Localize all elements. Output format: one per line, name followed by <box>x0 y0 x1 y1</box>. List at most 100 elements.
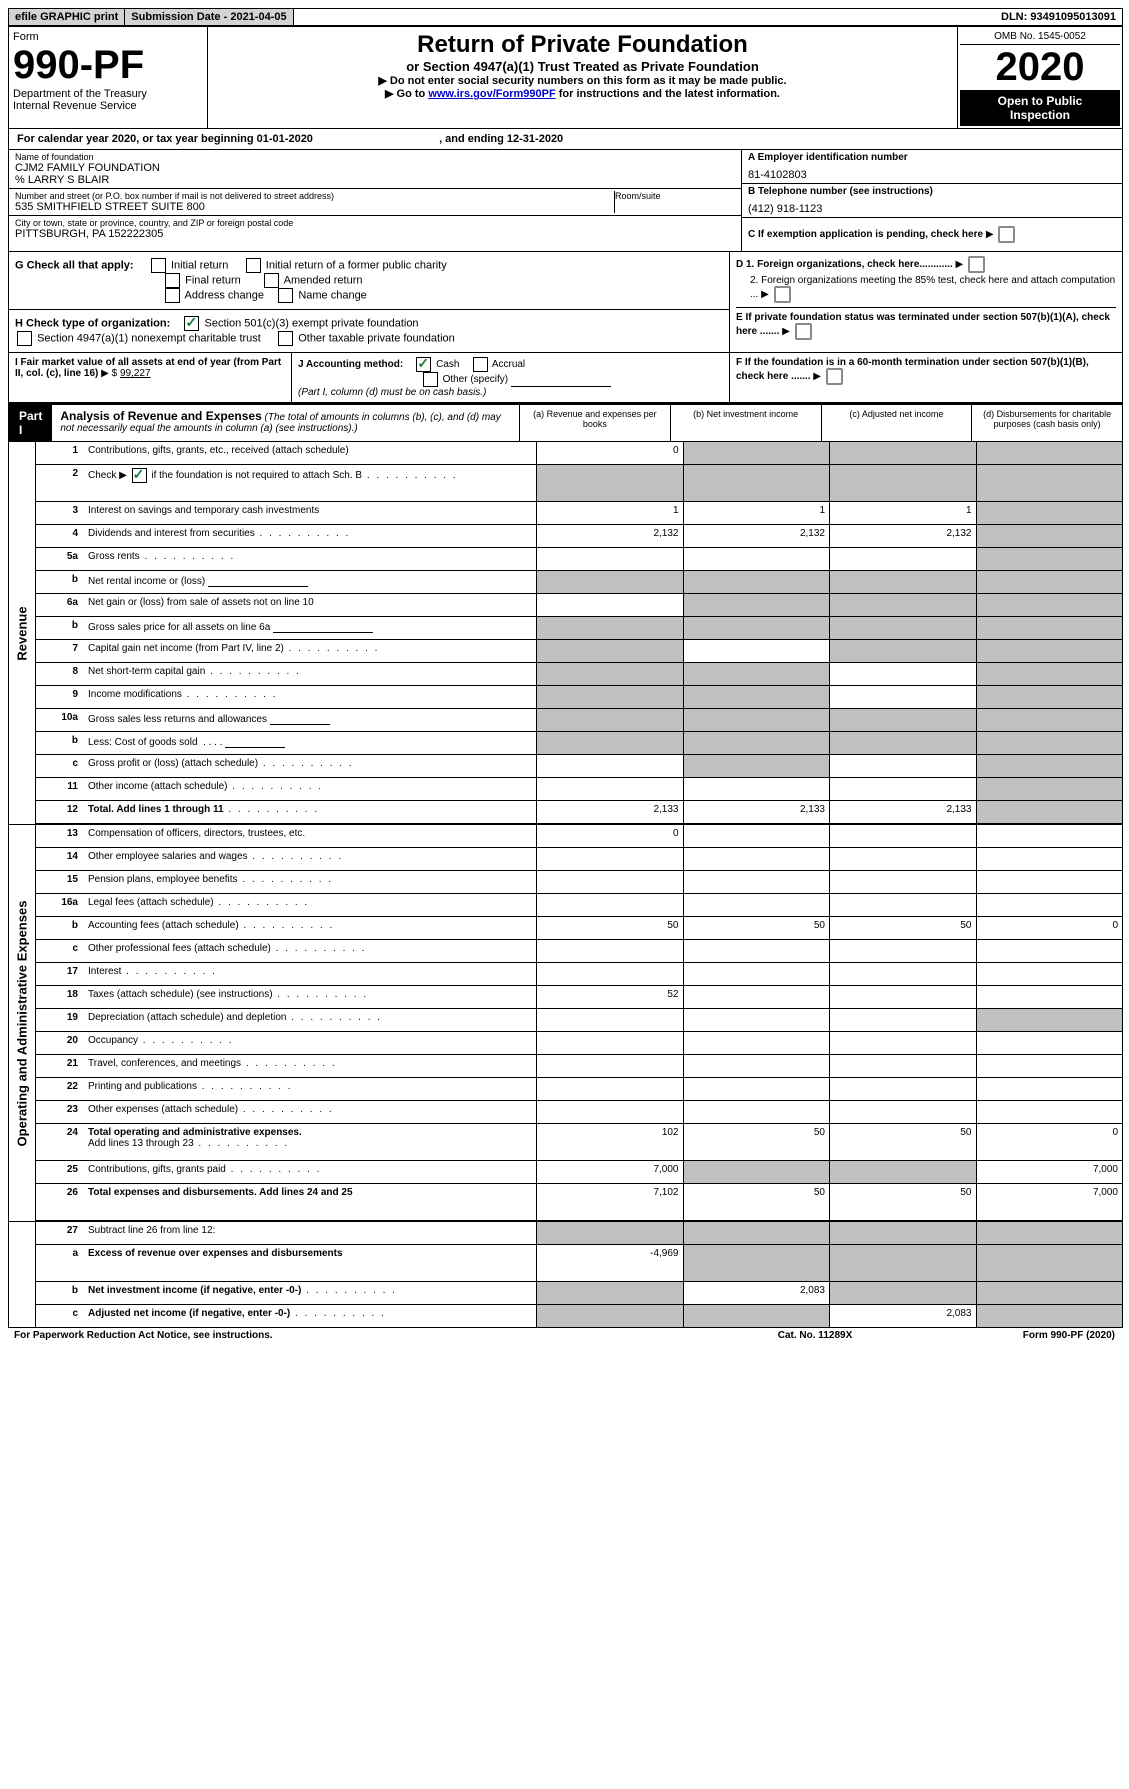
r18-d <box>976 986 1123 1008</box>
h-opt1: Section 501(c)(3) exempt private foundat… <box>205 317 419 329</box>
accrual-checkbox[interactable] <box>473 357 488 372</box>
r6b-d <box>976 617 1123 639</box>
arrow-icon <box>986 229 994 240</box>
r6a-num: 6a <box>36 594 84 616</box>
r12-b: 2,133 <box>683 801 830 823</box>
r1-c <box>829 442 976 464</box>
main-title: Return of Private Foundation <box>216 31 949 59</box>
amended-return-checkbox[interactable] <box>264 273 279 288</box>
final-return-checkbox[interactable] <box>165 273 180 288</box>
r20-text: Occupancy <box>88 1035 138 1046</box>
other-specify-line <box>511 374 611 387</box>
r4-c: 2,132 <box>829 525 976 547</box>
r25-c <box>829 1161 976 1183</box>
501c3-checkbox[interactable] <box>184 316 199 331</box>
r8-c <box>829 663 976 685</box>
dept-1: Department of the Treasury <box>13 88 203 100</box>
r2-d <box>976 465 1123 501</box>
r5a-text: Gross rents <box>88 551 140 562</box>
g-section: G Check all that apply: Initial return I… <box>9 252 729 310</box>
other-method-checkbox[interactable] <box>423 372 438 387</box>
entity-right: A Employer identification number 81-4102… <box>741 150 1122 251</box>
r1-d <box>976 442 1123 464</box>
row-13: 13 Compensation of officers, directors, … <box>36 825 1122 848</box>
cal-mid: , and ending <box>439 133 507 145</box>
dots <box>273 989 369 1000</box>
initial-return-checkbox[interactable] <box>151 258 166 273</box>
r22-b <box>683 1078 830 1100</box>
r3-num: 3 <box>36 502 84 524</box>
name-change-checkbox[interactable] <box>278 288 293 303</box>
r24-a: 102 <box>536 1124 683 1160</box>
row-12: 12 Total. Add lines 1 through 11 2,133 2… <box>36 801 1122 824</box>
row-6b: b Gross sales price for all assets on li… <box>36 617 1122 640</box>
r5a-num: 5a <box>36 548 84 570</box>
expenses-rows: 13 Compensation of officers, directors, … <box>36 825 1122 1221</box>
page-footer: For Paperwork Reduction Act Notice, see … <box>8 1328 1121 1343</box>
r10a-num: 10a <box>36 709 84 731</box>
address-change-checkbox[interactable] <box>165 288 180 303</box>
r21-d <box>976 1055 1123 1077</box>
instructions-link[interactable]: www.irs.gov/Form990PF <box>428 88 555 100</box>
r13-a: 0 <box>536 825 683 847</box>
dots <box>228 781 324 792</box>
r23-desc: Other expenses (attach schedule) <box>84 1101 536 1123</box>
r8-num: 8 <box>36 663 84 685</box>
d2-label: 2. Foreign organizations meeting the 85%… <box>750 275 1115 300</box>
submission-value: 2021-04-05 <box>230 11 286 23</box>
r22-num: 22 <box>36 1078 84 1100</box>
efile-print-button[interactable]: efile GRAPHIC print <box>9 9 125 25</box>
dots <box>226 1164 322 1175</box>
r2-desc: Check ▶ if the foundation is not require… <box>84 465 536 501</box>
r10b-c <box>829 732 976 754</box>
r21-a <box>536 1055 683 1077</box>
r1-a: 0 <box>536 442 683 464</box>
e-checkbox[interactable] <box>795 323 812 340</box>
spacer <box>294 9 995 25</box>
d1-checkbox[interactable] <box>968 256 985 273</box>
r26-a: 7,102 <box>536 1184 683 1220</box>
initial-former-checkbox[interactable] <box>246 258 261 273</box>
e-label: E If private foundation status was termi… <box>736 312 1110 337</box>
r12-text: Total. Add lines 1 through 11 <box>88 804 224 815</box>
r8-a <box>536 663 683 685</box>
r19-num: 19 <box>36 1009 84 1031</box>
r18-c <box>829 986 976 1008</box>
r23-d <box>976 1101 1123 1123</box>
f-checkbox[interactable] <box>826 368 843 385</box>
row-16b: b Accounting fees (attach schedule) 5050… <box>36 917 1122 940</box>
other-taxable-checkbox[interactable] <box>278 331 293 346</box>
r6b-desc: Gross sales price for all assets on line… <box>84 617 536 639</box>
r27-num: 27 <box>36 1222 84 1244</box>
r18-num: 18 <box>36 986 84 1008</box>
schb-checkbox[interactable] <box>132 468 147 483</box>
r19-b <box>683 1009 830 1031</box>
r12-num: 12 <box>36 801 84 823</box>
r25-a: 7,000 <box>536 1161 683 1183</box>
c-checkbox[interactable] <box>998 226 1015 243</box>
r2-pre: Check ▶ <box>88 470 130 481</box>
c-cell: C If exemption application is pending, c… <box>742 218 1122 251</box>
r15-d <box>976 871 1123 893</box>
4947a1-checkbox[interactable] <box>17 331 32 346</box>
r16a-c <box>829 894 976 916</box>
d2-checkbox[interactable] <box>774 286 791 303</box>
r23-a <box>536 1101 683 1123</box>
e-row: E If private foundation status was termi… <box>736 312 1116 340</box>
r11-a <box>536 778 683 800</box>
form-label: Form <box>13 31 203 43</box>
r26-num: 26 <box>36 1184 84 1220</box>
cash-checkbox[interactable] <box>416 357 431 372</box>
cal-prefix: For calendar year 2020, or tax year begi… <box>17 133 257 145</box>
r9-d <box>976 686 1123 708</box>
r16a-d <box>976 894 1123 916</box>
h-section: H Check type of organization: Section 50… <box>9 310 729 352</box>
r16b-b: 50 <box>683 917 830 939</box>
footer-left: For Paperwork Reduction Act Notice, see … <box>14 1330 715 1341</box>
r4-num: 4 <box>36 525 84 547</box>
part1-title: Analysis of Revenue and Expenses <box>60 409 261 423</box>
r5b-c <box>829 571 976 593</box>
header-left: Form 990-PF Department of the Treasury I… <box>9 27 208 128</box>
ein-label: A Employer identification number <box>748 152 1116 163</box>
part1-desc: Analysis of Revenue and Expenses (The to… <box>52 405 519 441</box>
